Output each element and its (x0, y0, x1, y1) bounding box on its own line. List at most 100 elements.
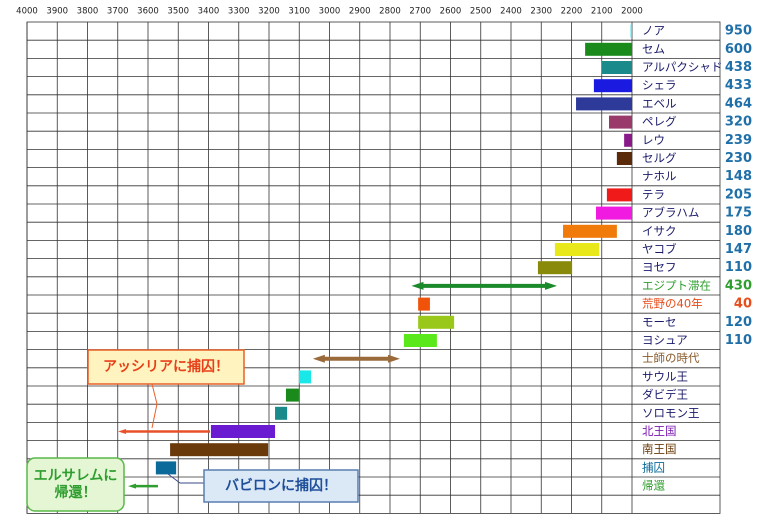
x-tick-label: 2600 (440, 7, 462, 17)
row-name: アブラハム (642, 206, 699, 220)
x-tick-label: 2700 (409, 7, 431, 17)
x-tick-label: 3500 (167, 7, 189, 17)
x-tick-label: 2500 (470, 7, 492, 17)
row-name: セルグ (642, 151, 677, 165)
row-years: 320 (725, 115, 752, 130)
row-name: ヨセフ (642, 260, 677, 274)
x-tick-label: 2900 (349, 7, 371, 17)
x-tick-label: 2300 (530, 7, 552, 17)
row-name: エジプト滞在 (642, 278, 711, 292)
x-tick-label: 3600 (137, 7, 159, 17)
row-years: 950 (725, 24, 752, 39)
life-bar (576, 97, 632, 111)
x-tick-label: 3200 (258, 7, 280, 17)
row-name: イサク (642, 224, 677, 238)
event-arrow (128, 483, 158, 489)
plot-frame (26, 21, 721, 514)
life-bar (596, 206, 632, 220)
row-years: 239 (725, 133, 752, 148)
x-tick-label: 4000 (16, 7, 38, 17)
row-name: テラ (642, 187, 665, 201)
x-tick-label: 2000 (621, 7, 643, 17)
row-years: 147 (725, 242, 752, 257)
life-bar (418, 315, 455, 329)
row-name: アルパクシャド (642, 60, 722, 74)
x-tick-label: 2400 (500, 7, 522, 17)
row-name: サウル王 (642, 369, 688, 383)
callout-box (87, 349, 245, 385)
row-name: レウ (642, 133, 665, 147)
x-tick-label: 3100 (288, 7, 310, 17)
row-name: 士師の時代 (642, 351, 700, 365)
x-tick-label: 2800 (379, 7, 401, 17)
event-arrow (118, 429, 211, 434)
period-arrow (312, 354, 400, 363)
life-bar (630, 24, 632, 38)
row-name: 捕囚 (642, 460, 665, 474)
row-name: ペレグ (642, 115, 677, 129)
life-bar (616, 152, 632, 165)
row-years: 40 (734, 297, 752, 312)
x-tick-label: 3000 (319, 7, 341, 17)
x-tick-label: 2100 (591, 7, 613, 17)
life-bar (624, 133, 632, 147)
x-tick-label: 3800 (77, 7, 99, 17)
callout-text: エルサレムに (34, 468, 118, 484)
callout-pointer (151, 383, 158, 429)
row-name: シェラ (642, 78, 677, 92)
row-years: 464 (725, 96, 752, 111)
x-tick-label: 3300 (228, 7, 250, 17)
life-bar (601, 61, 632, 74)
row-years: 110 (725, 260, 752, 275)
period-arrow (411, 281, 557, 290)
life-bar (298, 370, 312, 384)
row-name: 帰還 (642, 479, 665, 493)
life-bar (585, 42, 632, 56)
x-tick-label: 2200 (561, 7, 583, 17)
row-years: 230 (725, 151, 752, 166)
callout-box (26, 457, 125, 512)
row-name: エベル (642, 96, 677, 110)
life-bar (606, 188, 632, 202)
row-years: 110 (725, 333, 752, 348)
callout-text: 帰還！ (55, 484, 97, 501)
row-years: 433 (725, 78, 752, 93)
row-years: 205 (725, 187, 752, 202)
life-bar (418, 297, 430, 311)
row-name: ソロモン王 (642, 406, 700, 420)
row-name: ナホル (642, 169, 677, 183)
life-bar (210, 425, 276, 438)
row-name: モーセ (642, 315, 677, 329)
callout-text: バビロンに捕囚！ (225, 477, 337, 494)
row-name: セム (642, 42, 665, 56)
x-tick-label: 3900 (46, 7, 68, 17)
life-bar (170, 443, 269, 457)
row-name: 南王国 (642, 442, 677, 456)
row-years: 120 (725, 315, 752, 330)
life-bar (563, 224, 617, 238)
life-bar (554, 243, 600, 256)
row-years: 438 (725, 60, 752, 75)
life-bar (403, 334, 437, 347)
row-name: 北王国 (642, 424, 677, 438)
row-name: ヨシュア (642, 333, 688, 347)
life-bar (285, 388, 299, 402)
row-name: ノア (642, 24, 665, 38)
row-years: 180 (725, 224, 752, 239)
row-years: 600 (725, 42, 752, 57)
x-tick-label: 3400 (198, 7, 220, 17)
life-bar (155, 461, 177, 475)
callout-box (203, 469, 359, 503)
life-bar (609, 115, 632, 129)
x-tick-label: 3700 (107, 7, 129, 17)
row-name: 荒野の40年 (642, 297, 703, 311)
life-bar (593, 79, 632, 93)
row-name: ヤコブ (642, 242, 677, 256)
row-years: 148 (725, 169, 752, 184)
callout-text: アッシリアに捕囚！ (103, 358, 229, 375)
life-bar (275, 406, 288, 420)
row-name: ダビデ王 (642, 388, 688, 402)
row-years: 175 (725, 206, 752, 221)
row-years: 430 (725, 278, 752, 293)
